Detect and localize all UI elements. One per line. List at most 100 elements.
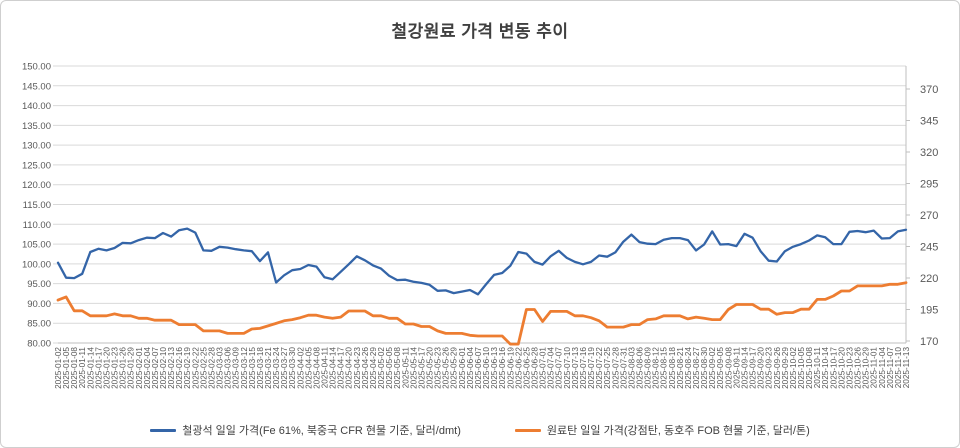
svg-text:2025-05-02: 2025-05-02 xyxy=(377,347,386,389)
chart-legend: 철광석 일일 가격(Fe 61%, 북중국 CFR 현물 기준, 달러/dmt)… xyxy=(1,422,959,438)
svg-text:2025-06-01: 2025-06-01 xyxy=(458,347,467,389)
svg-text:2025-07-19: 2025-07-19 xyxy=(587,347,596,389)
svg-text:115.00: 115.00 xyxy=(23,200,51,211)
svg-text:295: 295 xyxy=(920,179,938,191)
svg-text:170: 170 xyxy=(920,336,938,348)
svg-text:2025-04-29: 2025-04-29 xyxy=(369,347,378,389)
svg-text:2025-06-10: 2025-06-10 xyxy=(482,347,491,389)
svg-text:195: 195 xyxy=(920,305,938,317)
svg-text:2025-04-02: 2025-04-02 xyxy=(296,347,305,389)
svg-text:105.00: 105.00 xyxy=(22,240,51,251)
svg-text:2025-02-19: 2025-02-19 xyxy=(183,347,192,389)
svg-text:2025-08-30: 2025-08-30 xyxy=(700,347,709,389)
svg-text:2025-03-30: 2025-03-30 xyxy=(288,347,297,389)
svg-text:110.00: 110.00 xyxy=(23,220,51,231)
svg-text:2025-03-03: 2025-03-03 xyxy=(216,347,225,389)
svg-text:2025-02-22: 2025-02-22 xyxy=(191,347,200,389)
svg-text:2025-04-11: 2025-04-11 xyxy=(321,347,330,389)
svg-text:2025-10-23: 2025-10-23 xyxy=(846,347,855,389)
svg-text:2025-01-17: 2025-01-17 xyxy=(94,347,103,389)
svg-text:2025-08-21: 2025-08-21 xyxy=(676,347,685,389)
svg-text:2025-09-23: 2025-09-23 xyxy=(765,347,774,389)
svg-text:2025-06-16: 2025-06-16 xyxy=(498,347,507,389)
svg-text:2025-06-07: 2025-06-07 xyxy=(474,347,483,389)
svg-text:90.00: 90.00 xyxy=(27,299,51,310)
svg-text:2025-09-11: 2025-09-11 xyxy=(732,347,741,389)
svg-text:2025-02-13: 2025-02-13 xyxy=(167,347,176,389)
svg-text:2025-04-17: 2025-04-17 xyxy=(337,347,346,389)
svg-text:2025-08-24: 2025-08-24 xyxy=(684,347,693,389)
svg-text:2025-05-20: 2025-05-20 xyxy=(426,347,435,389)
svg-text:2025-09-26: 2025-09-26 xyxy=(773,347,782,389)
svg-text:2025-08-06: 2025-08-06 xyxy=(636,347,645,389)
svg-text:2025-10-29: 2025-10-29 xyxy=(862,347,871,389)
svg-text:120.00: 120.00 xyxy=(22,180,51,191)
iron-ore-line-swatch xyxy=(150,428,177,432)
svg-text:2025-07-01: 2025-07-01 xyxy=(539,347,548,389)
svg-text:130.00: 130.00 xyxy=(22,141,51,152)
svg-text:2025-02-25: 2025-02-25 xyxy=(199,347,208,389)
svg-text:2025-06-13: 2025-06-13 xyxy=(490,347,499,389)
svg-text:2025-03-24: 2025-03-24 xyxy=(272,347,281,389)
svg-text:2025-05-26: 2025-05-26 xyxy=(442,347,451,389)
svg-text:2025-11-07: 2025-11-07 xyxy=(886,347,895,389)
svg-text:2025-05-14: 2025-05-14 xyxy=(409,347,418,389)
svg-text:2025-04-08: 2025-04-08 xyxy=(312,347,321,389)
legend-item-coking-coal: 원료탄 일일 가격(강점탄, 동호주 FOB 현물 기준, 달러/톤) xyxy=(514,422,810,438)
svg-text:2025-10-08: 2025-10-08 xyxy=(805,347,814,389)
svg-text:2025-03-09: 2025-03-09 xyxy=(232,347,241,389)
svg-text:2025-07-28: 2025-07-28 xyxy=(611,347,620,389)
svg-text:2025-01-14: 2025-01-14 xyxy=(86,347,95,389)
svg-text:85.00: 85.00 xyxy=(27,319,51,330)
svg-text:2025-10-02: 2025-10-02 xyxy=(789,347,798,389)
svg-text:2025-03-21: 2025-03-21 xyxy=(264,347,273,389)
svg-text:2025-01-29: 2025-01-29 xyxy=(127,347,136,389)
svg-text:245: 245 xyxy=(920,242,938,254)
svg-text:2025-02-04: 2025-02-04 xyxy=(143,347,152,389)
svg-text:2025-07-25: 2025-07-25 xyxy=(603,347,612,389)
svg-text:140.00: 140.00 xyxy=(22,101,51,112)
svg-text:2025-04-23: 2025-04-23 xyxy=(353,347,362,389)
svg-text:2025-08-03: 2025-08-03 xyxy=(627,347,636,389)
svg-text:2025-05-08: 2025-05-08 xyxy=(393,347,402,389)
svg-text:2025-06-25: 2025-06-25 xyxy=(522,347,531,389)
svg-text:320: 320 xyxy=(920,147,938,159)
svg-text:2025-02-16: 2025-02-16 xyxy=(175,347,184,389)
svg-text:2025-06-04: 2025-06-04 xyxy=(466,347,475,389)
line-chart-plot-area: 150.00 145.00 140.00 135.00 130.00 125.00 120.… xyxy=(22,62,938,389)
svg-text:2025-07-04: 2025-07-04 xyxy=(547,347,556,389)
svg-text:2025-04-26: 2025-04-26 xyxy=(361,347,370,389)
svg-text:2025-02-01: 2025-02-01 xyxy=(135,347,144,389)
svg-text:2025-07-22: 2025-07-22 xyxy=(595,347,604,389)
legend-label-coking-coal: 원료탄 일일 가격(강점탄, 동호주 FOB 현물 기준, 달러/톤) xyxy=(546,425,810,437)
svg-text:2025-08-12: 2025-08-12 xyxy=(652,347,661,389)
coking-coal-line-swatch xyxy=(514,428,541,432)
svg-text:345: 345 xyxy=(920,116,938,128)
svg-text:2025-04-14: 2025-04-14 xyxy=(329,347,338,389)
svg-text:2025-10-11: 2025-10-11 xyxy=(813,347,822,389)
svg-text:2025-09-20: 2025-09-20 xyxy=(757,347,766,389)
svg-text:2025-01-05: 2025-01-05 xyxy=(62,347,71,389)
svg-text:2025-08-27: 2025-08-27 xyxy=(692,347,701,389)
svg-text:2025-09-08: 2025-09-08 xyxy=(724,347,733,389)
svg-text:2025-01-26: 2025-01-26 xyxy=(119,347,128,389)
svg-text:2025-11-13: 2025-11-13 xyxy=(902,347,911,389)
svg-text:2025-02-28: 2025-02-28 xyxy=(207,347,216,389)
svg-text:2025-05-29: 2025-05-29 xyxy=(450,347,459,389)
svg-text:2025-11-04: 2025-11-04 xyxy=(878,347,887,389)
svg-text:2025-01-02: 2025-01-02 xyxy=(54,347,63,389)
svg-text:2025-07-16: 2025-07-16 xyxy=(579,347,588,389)
svg-text:2025-03-18: 2025-03-18 xyxy=(256,347,265,389)
svg-text:2025-11-01: 2025-11-01 xyxy=(870,347,879,389)
svg-text:2025-07-13: 2025-07-13 xyxy=(571,347,580,389)
legend-item-iron-ore: 철광석 일일 가격(Fe 61%, 북중국 CFR 현물 기준, 달러/dmt) xyxy=(150,422,461,438)
svg-text:2025-03-06: 2025-03-06 xyxy=(224,347,233,389)
svg-text:2025-08-09: 2025-08-09 xyxy=(644,347,653,389)
svg-text:370: 370 xyxy=(920,84,938,96)
svg-text:2025-10-20: 2025-10-20 xyxy=(837,347,846,389)
svg-text:2025-06-19: 2025-06-19 xyxy=(506,347,515,389)
chart-title: 철강원료 가격 변동 추이 xyxy=(391,22,569,41)
svg-text:2025-03-12: 2025-03-12 xyxy=(240,347,249,389)
svg-text:2025-01-23: 2025-01-23 xyxy=(111,347,120,389)
svg-text:2025-11-10: 2025-11-10 xyxy=(894,347,903,389)
